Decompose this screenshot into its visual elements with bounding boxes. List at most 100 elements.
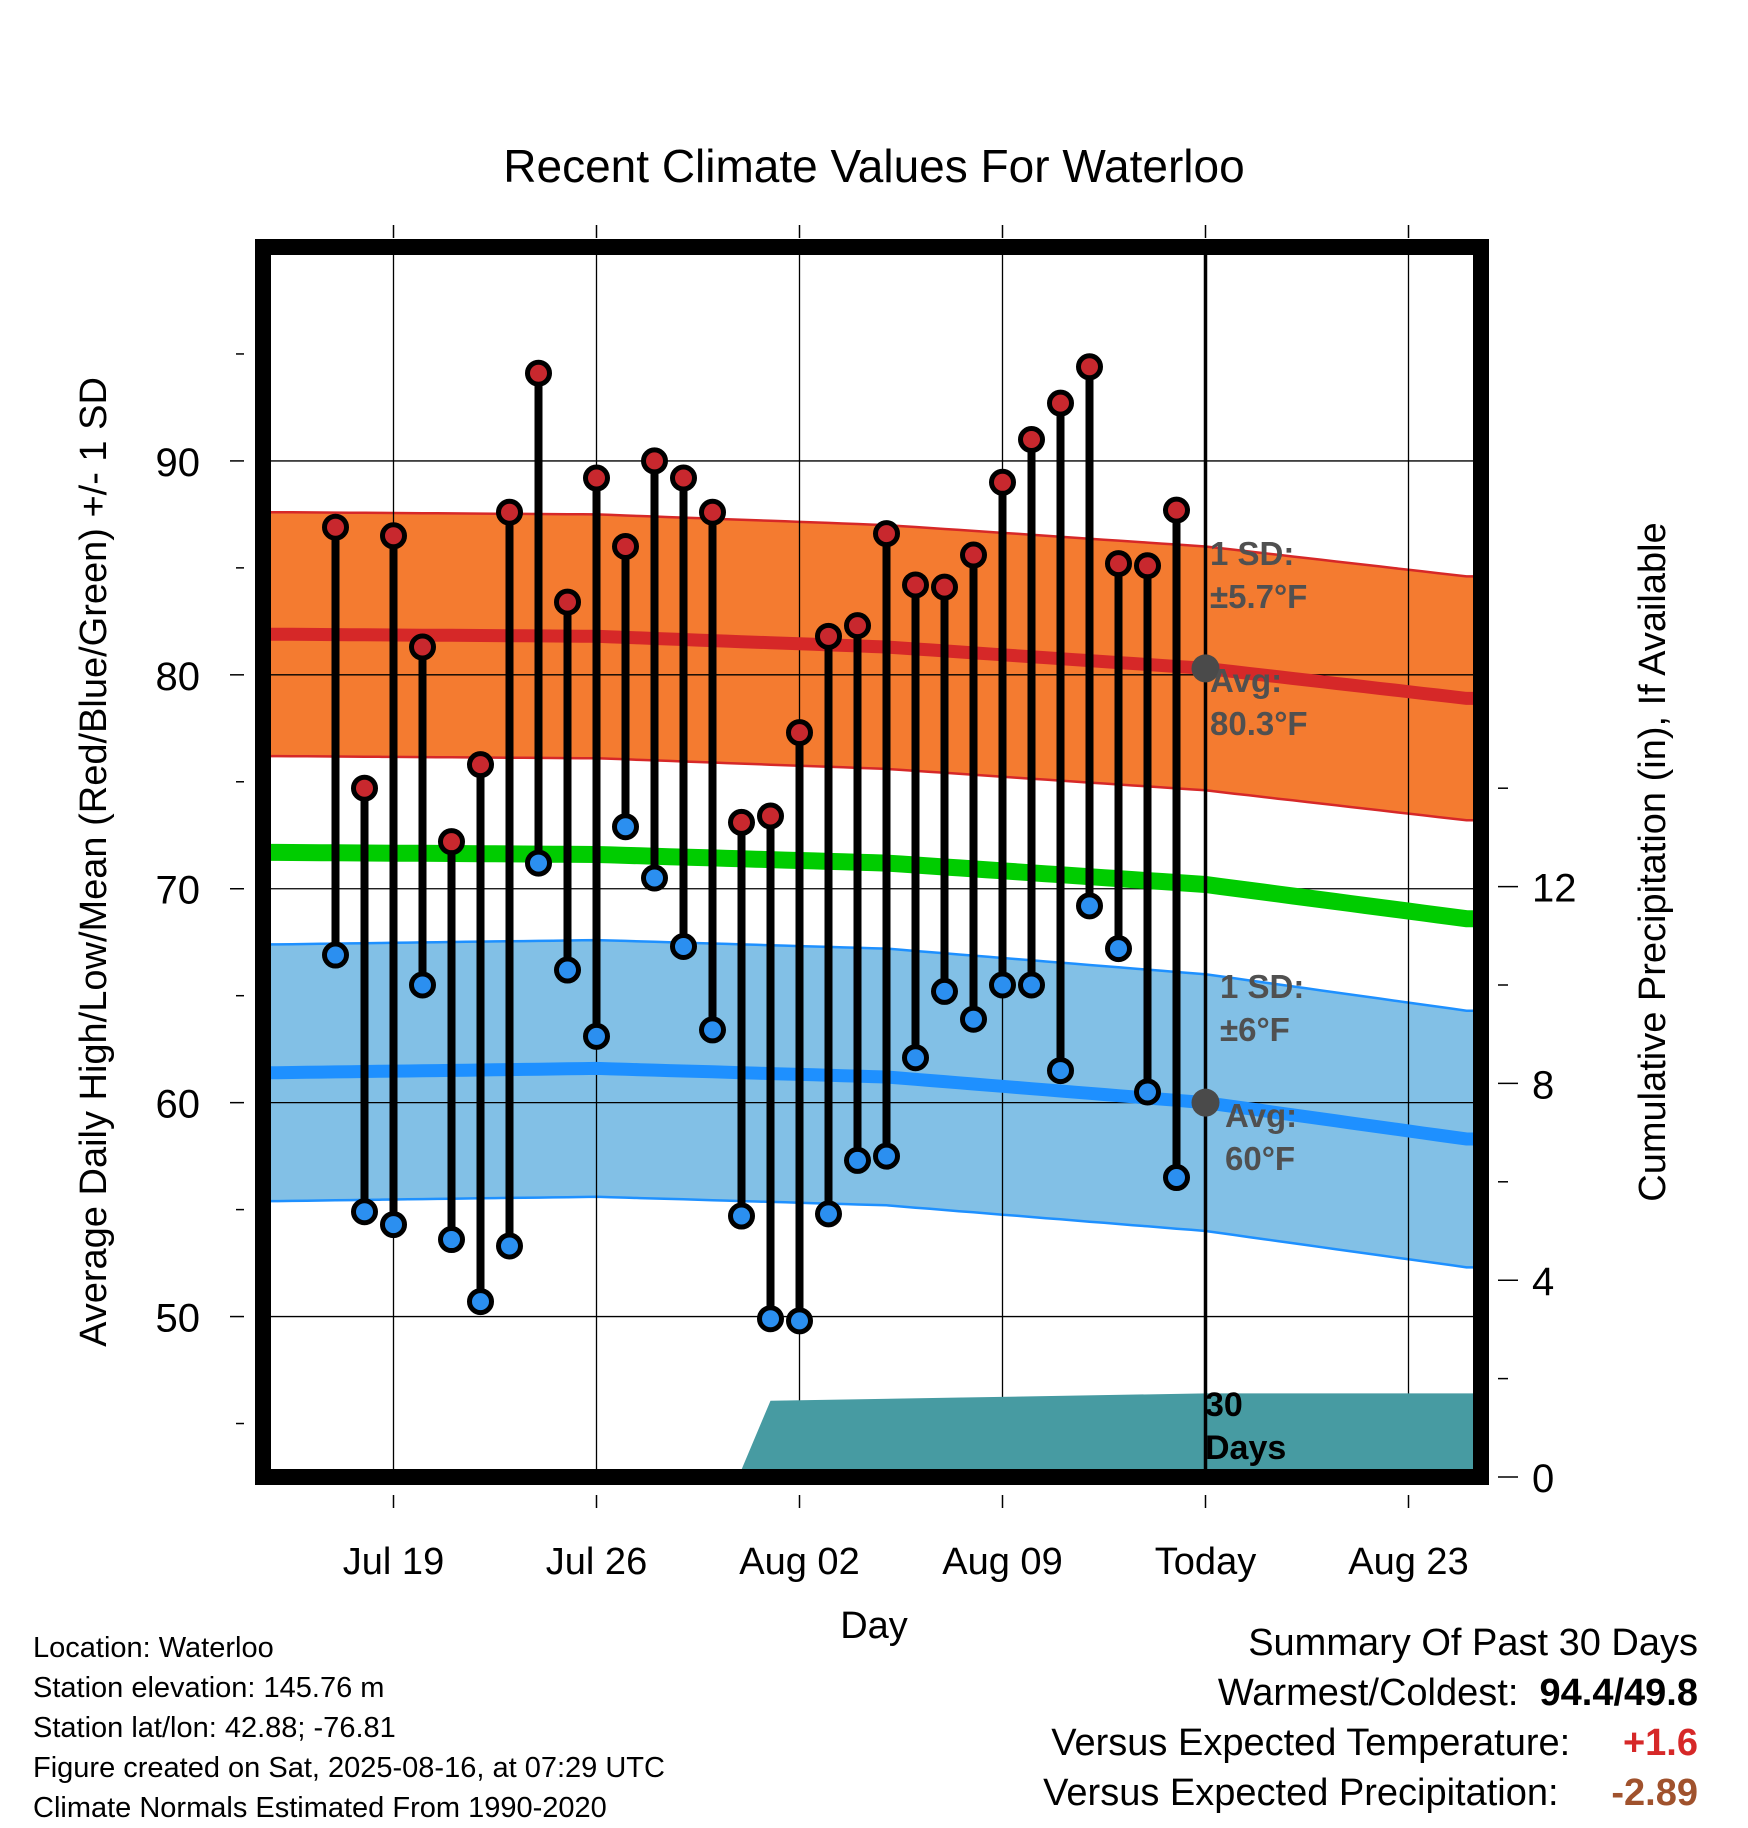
high-avg-marker [1191, 654, 1220, 683]
low-sd-value: ±6°F [1220, 1011, 1290, 1048]
plot-area [263, 247, 1481, 1477]
high-sd-lower-line [263, 754, 1481, 822]
summary-precip-row: Versus Expected Precipitation: -2.89 [1043, 1772, 1698, 1815]
low-sd-label: 1 SD: [1220, 968, 1304, 1005]
mean-normal-line [263, 843, 1481, 928]
y2-tick-label: 8 [1532, 1063, 1554, 1107]
high-point [1163, 496, 1190, 524]
high-point [844, 612, 871, 640]
low-point [844, 1146, 871, 1174]
low-point [960, 1005, 987, 1033]
high-sd-label: 1 SD: [1210, 535, 1294, 572]
low-point [989, 971, 1016, 999]
high-point [699, 498, 726, 526]
high-point [1134, 552, 1161, 580]
info-created: Figure created on Sat, 2025-08-16, at 07… [33, 1752, 665, 1784]
low-point [873, 1142, 900, 1170]
y2-tick-label: 0 [1532, 1457, 1554, 1501]
precipitation-area [263, 1393, 1481, 1477]
high-sd-upper-line [263, 511, 1481, 578]
low-point [525, 849, 552, 877]
y2-axis-label: Cumulative Precipitation (in), If Availa… [1632, 522, 1674, 1201]
x-tick-label: Today [1155, 1541, 1256, 1583]
x-tick-label: Aug 02 [739, 1541, 859, 1583]
high-point [873, 520, 900, 548]
summary-title: Summary Of Past 30 Days [1248, 1622, 1698, 1664]
high-point [960, 541, 987, 569]
high-avg-label: Avg: [1210, 662, 1282, 699]
today-days-label: Days [1205, 1429, 1286, 1467]
high-point [1076, 353, 1103, 381]
info-location: Location: Waterloo [33, 1632, 274, 1664]
low-point [380, 1211, 407, 1239]
low-point [699, 1016, 726, 1044]
high-point [670, 464, 697, 492]
summary-warmest-row: Warmest/Coldest: 94.4/49.8 [1218, 1672, 1698, 1715]
info-latlon: Station lat/lon: 42.88; -76.81 [33, 1712, 396, 1744]
high-point [757, 802, 784, 830]
y-tick-label: 80 [156, 655, 201, 699]
low-point [1105, 935, 1132, 963]
low-point [554, 956, 581, 984]
low-point [322, 941, 349, 969]
low-point [1134, 1078, 1161, 1106]
y-tick-label: 70 [156, 869, 201, 913]
low-point [438, 1226, 465, 1254]
x-tick-label: Aug 23 [1348, 1541, 1468, 1583]
summary-temp-label: Versus Expected Temperature: [1051, 1722, 1571, 1764]
low-avg-label: Avg: [1225, 1097, 1297, 1134]
low-point [496, 1232, 523, 1260]
high-point [902, 571, 929, 599]
y2-tick-label: 12 [1532, 867, 1577, 911]
low-point [583, 1022, 610, 1050]
high-point [931, 573, 958, 601]
high-point [525, 359, 552, 387]
low-point [1018, 971, 1045, 999]
today-days-number: 30 [1205, 1386, 1243, 1424]
high-point [583, 464, 610, 492]
low-sd-lower-line [263, 1195, 1481, 1269]
high-point [641, 447, 668, 475]
x-tick-label: Aug 09 [942, 1541, 1062, 1583]
low-point [815, 1200, 842, 1228]
x-tick-label: Jul 26 [546, 1541, 647, 1583]
low-point [641, 864, 668, 892]
summary-precip-label: Versus Expected Precipitation: [1043, 1772, 1559, 1814]
summary-warmest-value: 94.4/49.8 [1539, 1672, 1698, 1714]
high-point [409, 633, 436, 661]
summary-temp-value: +1.6 [1622, 1722, 1698, 1764]
low-point [786, 1307, 813, 1335]
high-sd-band [263, 512, 1481, 821]
high-avg-value: 80.3°F [1210, 705, 1308, 742]
high-point [322, 513, 349, 541]
low-point [409, 971, 436, 999]
low-point [467, 1288, 494, 1316]
info-elevation: Station elevation: 145.76 m [33, 1672, 385, 1704]
low-point [1076, 892, 1103, 920]
high-point [989, 468, 1016, 496]
low-point [931, 977, 958, 1005]
high-point [612, 532, 639, 560]
low-point [612, 813, 639, 841]
low-sd-upper-line [263, 938, 1481, 1012]
high-point [351, 774, 378, 802]
high-point [438, 828, 465, 856]
high-point [1018, 426, 1045, 454]
high-point [467, 751, 494, 779]
high-point [815, 622, 842, 650]
y2-tick-label: 4 [1532, 1260, 1554, 1304]
low-point [757, 1305, 784, 1333]
info-normals: Climate Normals Estimated From 1990-2020 [33, 1792, 607, 1824]
summary-precip-value: -2.89 [1611, 1772, 1698, 1814]
low-avg-marker [1191, 1088, 1220, 1117]
high-point [380, 522, 407, 550]
high-point [496, 498, 523, 526]
low-point [1047, 1057, 1074, 1085]
high-point [554, 588, 581, 616]
x-axis-label: Day [840, 1605, 908, 1647]
low-point [902, 1044, 929, 1072]
high-point [786, 719, 813, 747]
low-point [728, 1202, 755, 1230]
high-point [1047, 389, 1074, 417]
